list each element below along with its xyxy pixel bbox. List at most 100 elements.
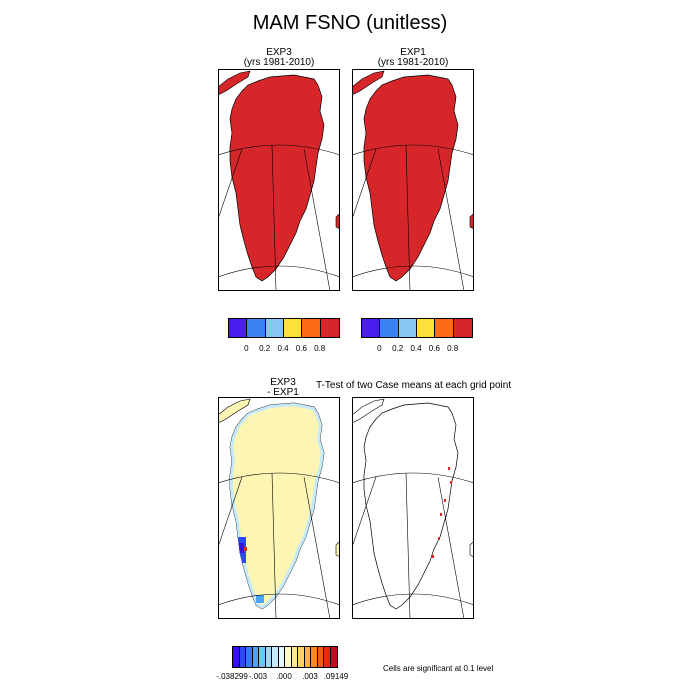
significant-cell [438, 537, 440, 540]
colorbar-diff-swatch [324, 647, 331, 667]
map-frame [352, 69, 474, 291]
latitude-arc [218, 593, 340, 606]
panel-title-diff-line1: EXP3 [270, 377, 296, 388]
latitude-arc [352, 265, 474, 278]
meridian-line [352, 148, 377, 220]
northwest-island [352, 398, 385, 424]
colorbar-diff-swatch [298, 647, 305, 667]
panel-title-diff-line2: - EXP1 [267, 387, 299, 398]
colorbar-diff-swatch [252, 647, 259, 667]
colorbar-diff-swatch [330, 647, 337, 667]
diff-negative-core [238, 543, 244, 553]
colorbar-diff-swatch [246, 647, 253, 667]
colorbar-exp3 [228, 318, 340, 338]
colorbar-diff-swatch [304, 647, 311, 667]
greenland-landmass [229, 74, 325, 282]
colorbar-diff [232, 646, 338, 668]
panel-title-exp1-line1: EXP1 [400, 47, 426, 58]
colorbar-diff-swatch [285, 647, 292, 667]
map-frame [218, 397, 340, 619]
panel-title-exp3-line1: EXP3 [266, 47, 292, 58]
panel-title-exp1: EXP1 (yrs 1981-2010) [352, 48, 474, 68]
northwest-island [352, 70, 385, 96]
colorbar-exp1-swatch [398, 319, 417, 337]
colorbar-exp3-swatch [320, 319, 339, 337]
panel-title-ttest: T-Test of two Case means at each grid po… [316, 380, 512, 391]
map-panel-diff [218, 397, 340, 619]
figure-title: MAM FSNO (unitless) [252, 12, 448, 34]
colorbar-exp1 [361, 318, 473, 338]
latitude-arc [218, 472, 340, 484]
colorbar-diff-tick-label: -.038299 [216, 672, 248, 681]
significant-cell [448, 467, 450, 470]
meridian-line [405, 144, 411, 291]
colorbar-exp3-swatch [229, 319, 248, 337]
east-island [469, 540, 474, 558]
meridian-line [303, 476, 331, 619]
colorbar-exp1-swatch [416, 319, 436, 337]
colorbar-diff-tick-label: .000 [276, 672, 292, 681]
colorbar-exp3-swatch [302, 319, 321, 337]
map-panel-exp1 [352, 69, 474, 291]
colorbar-diff-tick-label: -.003 [248, 672, 268, 681]
colorbar-exp3-tick-label: 0.2 [259, 344, 271, 353]
diff-positive-patch [244, 547, 247, 551]
colorbar-exp1-tick-label: 0.6 [428, 344, 440, 353]
greenland-landmass [363, 74, 459, 282]
colorbar-diff-swatch [259, 647, 266, 667]
significant-cell [432, 555, 434, 558]
northwest-island [218, 70, 251, 96]
colorbar-diff-swatch [278, 647, 285, 667]
colorbar-diff-swatch [239, 647, 246, 667]
meridian-line [352, 476, 377, 548]
greenland-landmass [363, 402, 459, 610]
significant-cell [450, 481, 452, 484]
colorbar-exp1-swatch [435, 319, 454, 337]
significance-note: Cells are significant at 0.1 level [383, 664, 494, 673]
colorbar-exp1-swatch [380, 319, 399, 337]
colorbar-diff-swatch [311, 647, 318, 667]
map-frame [352, 397, 474, 619]
colorbar-diff-swatch [317, 647, 324, 667]
diff-negative-patch-south [256, 595, 264, 603]
diff-coastal-fringe [230, 403, 324, 609]
colorbar-exp1-swatch [362, 319, 381, 337]
latitude-arc [352, 472, 474, 484]
colorbar-exp3-tick-label: 0.6 [295, 344, 307, 353]
panel-title-exp3-line2: (yrs 1981-2010) [243, 57, 315, 68]
meridian-line [271, 472, 277, 619]
colorbar-exp3-tick-label: 0.8 [314, 344, 326, 353]
meridian-line [437, 148, 465, 291]
colorbar-exp1-tick-label: 0.8 [447, 344, 459, 353]
colorbar-exp1-labels: 0 0.2 0.4 0.6 0.8 [361, 344, 471, 354]
latitude-arc [218, 265, 340, 278]
colorbar-diff-labels: -.038299 -.003 .000 .003 .09149 [216, 672, 348, 682]
colorbar-exp3-labels: 0 0.2 0.4 0.6 0.8 [228, 344, 338, 354]
greenland-landmass [229, 402, 325, 610]
colorbar-diff-tick-label: .003 [302, 672, 318, 681]
map-panel-ttest [352, 397, 474, 619]
colorbar-exp3-swatch [265, 319, 284, 337]
colorbar-diff-swatch [291, 647, 298, 667]
colorbar-exp1-swatch [453, 319, 472, 337]
significant-cell [444, 499, 446, 502]
meridian-line [405, 472, 411, 619]
meridian-line [437, 476, 465, 619]
panel-title-exp3: EXP3 (yrs 1981-2010) [218, 48, 340, 68]
colorbar-diff-swatch [233, 647, 240, 667]
map-panel-exp3 [218, 69, 340, 291]
meridian-line [218, 148, 243, 220]
colorbar-exp3-tick-label: 0 [244, 344, 249, 353]
colorbar-diff-swatch [272, 647, 279, 667]
colorbar-exp1-tick-label: 0.2 [392, 344, 404, 353]
meridian-line [303, 148, 331, 291]
latitude-arc [352, 144, 474, 156]
colorbar-diff-tick-label: .09149 [323, 672, 349, 681]
latitude-arc [352, 593, 474, 606]
colorbar-exp1-tick-label: 0.4 [410, 344, 422, 353]
northwest-island [218, 398, 251, 424]
colorbar-exp3-tick-label: 0.4 [277, 344, 289, 353]
panel-title-exp1-line2: (yrs 1981-2010) [377, 57, 449, 68]
colorbar-exp1-tick-label: 0 [377, 344, 382, 353]
panel-title-diff: EXP3 - EXP1 [218, 378, 348, 398]
